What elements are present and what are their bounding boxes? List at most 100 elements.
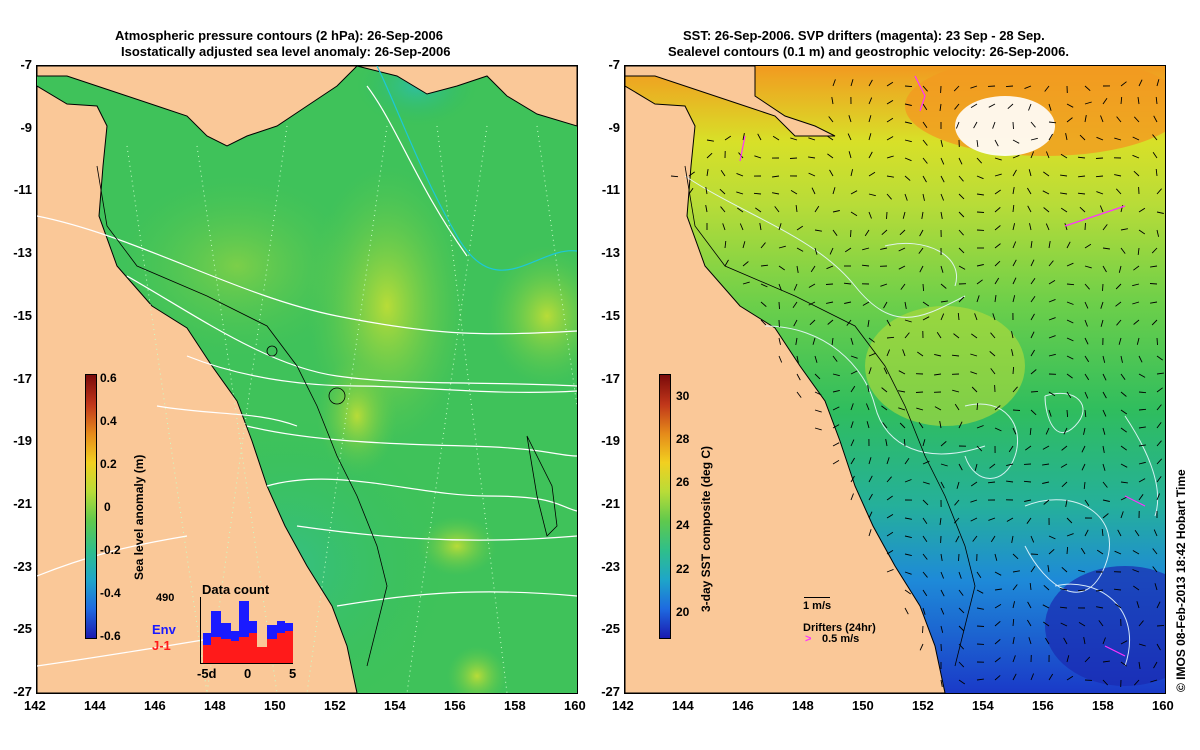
left-map-panel[interactable] — [36, 65, 578, 694]
velocity-arrow — [850, 355, 858, 359]
velocity-arrow — [670, 175, 679, 178]
right-lat-tick: -13 — [601, 245, 620, 261]
velocity-arrow — [886, 457, 890, 465]
velocity-arrow — [1095, 157, 1104, 159]
velocity-arrow — [881, 229, 888, 236]
velocity-arrow — [1030, 241, 1033, 249]
velocity-arrow — [778, 265, 785, 271]
velocity-arrow — [976, 425, 984, 429]
velocity-arrow — [795, 337, 798, 345]
velocity-arrow — [886, 568, 894, 573]
velocity-arrow — [754, 155, 762, 159]
velocity-arrow — [1030, 673, 1035, 681]
velocity-arrow — [1138, 229, 1146, 235]
velocity-arrow — [862, 301, 870, 306]
velocity-arrow — [868, 193, 876, 197]
velocity-arrow — [831, 97, 834, 105]
velocity-arrow — [832, 210, 840, 213]
velocity-arrow — [1066, 337, 1074, 342]
velocity-arrow — [844, 247, 852, 253]
velocity-arrow — [850, 439, 855, 447]
velocity-arrow — [886, 531, 894, 537]
velocity-arrow — [994, 639, 1001, 645]
velocity-arrow — [970, 371, 978, 375]
right-cbar-tick-2: 26 — [676, 475, 690, 489]
velocity-arrow — [1120, 481, 1128, 484]
velocity-arrow — [1078, 622, 1086, 627]
right-lon-tick: 158 — [1092, 698, 1114, 713]
right-lon-tick: 156 — [1032, 698, 1054, 713]
velocity-arrow — [976, 139, 979, 147]
velocity-arrow — [1012, 277, 1017, 285]
velocity-arrow — [1048, 280, 1056, 285]
velocity-arrow — [868, 115, 872, 123]
velocity-arrow — [772, 175, 780, 178]
velocity-arrow — [1066, 517, 1073, 524]
velocity-arrow — [994, 295, 997, 303]
velocity-arrow — [971, 386, 978, 393]
left-lat-tick: -17 — [13, 370, 32, 386]
velocity-arrow — [1030, 277, 1036, 285]
velocity-arrow — [940, 211, 943, 219]
velocity-arrow — [843, 282, 852, 285]
velocity-arrow — [958, 211, 965, 218]
velocity-arrow — [1096, 549, 1104, 555]
velocity-arrow — [724, 240, 727, 249]
velocity-arrow — [1156, 601, 1161, 609]
velocity-arrow — [1007, 103, 1014, 110]
velocity-arrow — [989, 351, 996, 357]
velocity-arrow — [940, 571, 945, 579]
left-lon-tick: 146 — [144, 698, 166, 713]
velocity-arrow — [1133, 116, 1140, 123]
left-lon-tick: 144 — [84, 698, 106, 713]
velocity-arrow — [1138, 461, 1146, 465]
drifters-scale: 0.5 m/s — [822, 633, 860, 645]
velocity-arrow — [795, 205, 798, 213]
velocity-arrow — [1029, 223, 1032, 231]
velocity-arrow — [1030, 151, 1035, 159]
velocity-arrow — [1066, 283, 1075, 286]
velocity-arrow — [917, 351, 924, 357]
data-count-max: 490 — [156, 592, 175, 604]
velocity-arrow — [940, 679, 943, 687]
velocity-arrow — [1114, 174, 1122, 177]
velocity-arrow — [904, 121, 912, 125]
velocity-arrow — [922, 517, 928, 525]
velocity-arrow — [976, 589, 984, 594]
velocity-arrow — [1096, 136, 1104, 141]
velocity-arrow — [868, 529, 872, 537]
velocity-arrow — [994, 260, 1001, 267]
velocity-arrow — [827, 153, 834, 159]
velocity-arrow — [1138, 408, 1147, 411]
velocity-arrow — [1028, 637, 1032, 645]
velocity-arrow — [1133, 585, 1140, 591]
velocity-arrow — [1048, 121, 1057, 124]
right-colorbar — [659, 374, 671, 639]
velocity-arrow — [976, 445, 983, 452]
velocity-arrow — [1011, 349, 1014, 357]
velocity-arrow — [827, 319, 834, 325]
velocity-arrow — [1155, 96, 1158, 105]
velocity-arrow — [880, 247, 888, 250]
velocity-arrow — [970, 481, 978, 487]
velocity-arrow — [882, 422, 888, 429]
velocity-arrow — [1156, 188, 1162, 195]
velocity-arrow — [994, 588, 1002, 591]
right-lat-tick: -25 — [601, 621, 620, 637]
velocity-arrow — [1012, 655, 1016, 663]
velocity-arrow — [958, 571, 962, 579]
right-map-panel[interactable] — [624, 65, 1166, 694]
velocity-arrow — [706, 169, 709, 177]
velocity-arrow — [1048, 241, 1051, 249]
velocity-arrow — [868, 151, 873, 159]
velocity-arrow — [899, 229, 906, 236]
velocity-arrow — [1156, 493, 1161, 501]
velocity-arrow — [850, 211, 858, 217]
velocity-arrow — [1084, 656, 1091, 663]
velocity-scale-arrow — [804, 597, 830, 598]
velocity-arrow — [958, 625, 965, 632]
velocity-arrow — [1136, 337, 1140, 345]
velocity-arrow — [1047, 565, 1050, 573]
velocity-arrow — [1084, 101, 1092, 105]
velocity-arrow — [904, 85, 913, 88]
